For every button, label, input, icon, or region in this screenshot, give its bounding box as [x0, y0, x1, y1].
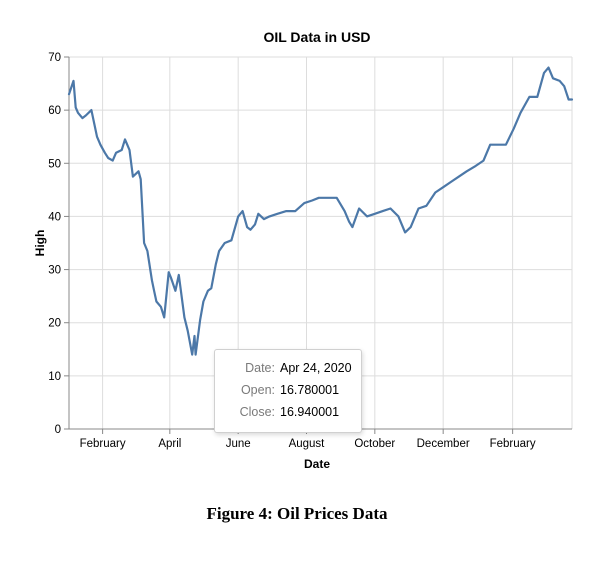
tooltip-row-date: Date: Apr 24, 2020: [215, 357, 361, 379]
tooltip-key: Close:: [239, 405, 275, 419]
tooltip-value: Apr 24, 2020: [280, 361, 352, 375]
figure-caption: Figure 4: Oil Prices Data: [206, 504, 388, 523]
series-layer: [67, 66, 574, 356]
x-axis-title: Date: [304, 457, 330, 471]
y-tick-label: 10: [48, 371, 61, 383]
series-line: [67, 66, 574, 356]
y-tick-label: 20: [48, 318, 61, 330]
x-tick-label: August: [289, 438, 326, 450]
x-tick-label: February: [490, 438, 536, 450]
tooltip-value: 16.780001: [280, 383, 340, 397]
y-tick-label: 70: [48, 52, 61, 64]
y-tick-label: 0: [55, 424, 61, 436]
x-tick-label: April: [158, 438, 181, 450]
x-tick-label: February: [80, 438, 126, 450]
x-tick-label: October: [354, 438, 395, 450]
chart-title: OIL Data in USD: [263, 29, 370, 45]
tooltip-value: 16.940001: [280, 405, 340, 419]
tooltip-row-open: Open: 16.780001: [215, 379, 361, 401]
x-tick-label: June: [226, 438, 251, 450]
data-tooltip: Date: Apr 24, 2020 Open: 16.780001 Close…: [214, 349, 362, 433]
x-tick-label: December: [417, 438, 470, 450]
y-tick-label: 40: [48, 211, 61, 223]
y-tick-label: 30: [48, 265, 61, 277]
tooltip-row-close: Close: 16.940001: [215, 401, 361, 423]
y-tick-label: 60: [48, 105, 61, 117]
y-tick-label: 50: [48, 158, 61, 170]
y-axis-title: High: [33, 230, 47, 257]
tooltip-key: Date:: [245, 361, 275, 375]
tooltip-key: Open:: [240, 383, 275, 397]
